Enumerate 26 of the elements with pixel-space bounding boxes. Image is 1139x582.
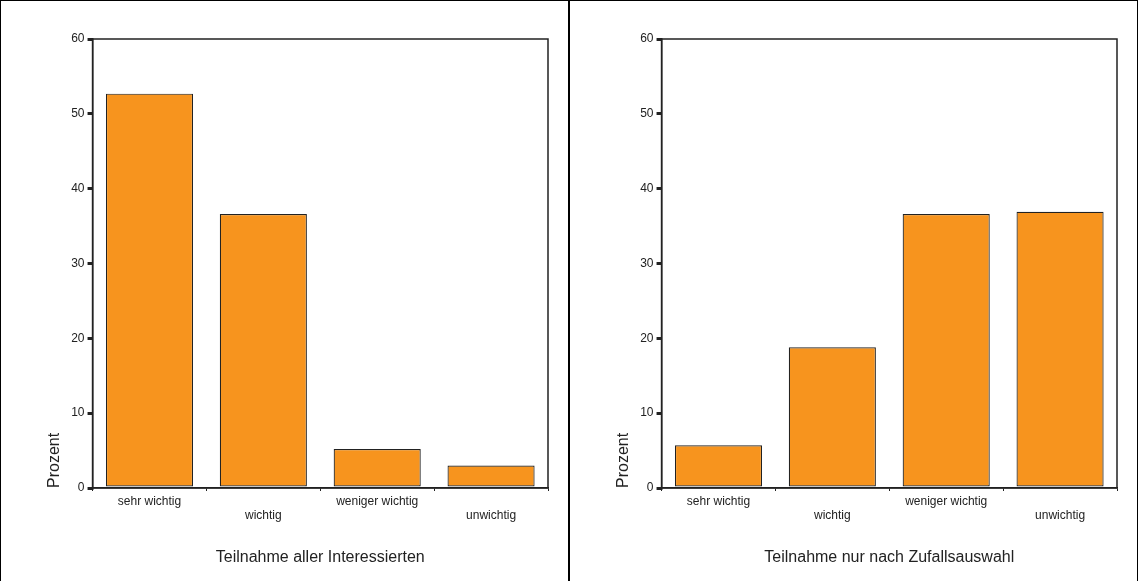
y-tick-label: 30: [640, 255, 654, 270]
y-tick-label: 0: [77, 480, 85, 495]
x-axis-title: Teilnahme aller Interessierten: [215, 547, 425, 565]
y-tick-label: 60: [71, 31, 85, 46]
x-tick-label: unwichtig: [1035, 507, 1086, 522]
y-tick-label: 40: [71, 180, 85, 195]
x-tick-label: weniger wichtig: [335, 493, 419, 508]
x-tick-label: wichtig: [813, 507, 851, 522]
x-tick-label: sehr wichtig: [117, 493, 182, 508]
x-tick-label: unwichtig: [466, 507, 517, 522]
y-tick-label: 0: [646, 480, 654, 495]
y-tick-label: 40: [640, 180, 654, 195]
x-tick-label: sehr wichtig: [686, 493, 751, 508]
y-tick-label: 10: [71, 405, 85, 420]
y-tick-label: 10: [640, 405, 654, 420]
x-tick-label: wichtig: [244, 507, 282, 522]
y-axis-title: Prozent: [614, 432, 632, 488]
x-tick-label: weniger wichtig: [904, 493, 988, 508]
y-tick-label: 20: [640, 330, 654, 345]
x-axis-title: Teilnahme nur nach Zufallsauswahl: [764, 547, 1015, 565]
y-tick-label: 50: [640, 106, 654, 121]
y-tick-label: 30: [71, 255, 85, 270]
y-axis-title: Prozent: [45, 432, 63, 488]
y-tick-label: 50: [71, 106, 85, 121]
y-tick-label: 60: [640, 31, 654, 46]
y-tick-label: 20: [71, 330, 85, 345]
